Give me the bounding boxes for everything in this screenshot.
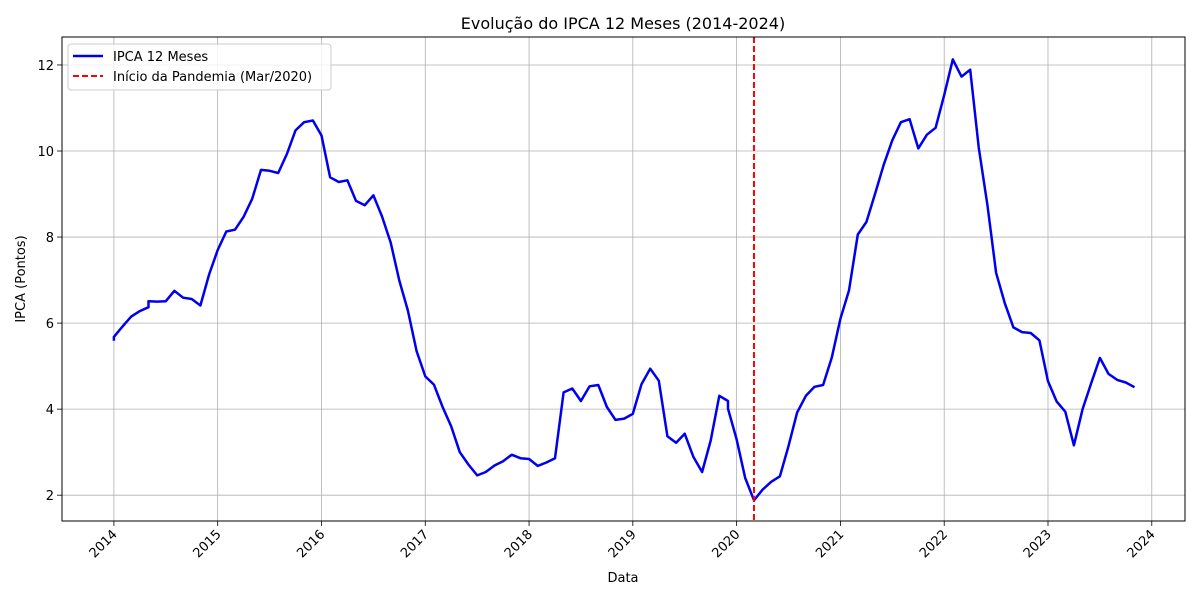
legend-box <box>67 43 332 91</box>
y-tick-layer: 2 4 6 8 10 12 <box>37 59 62 504</box>
legend-label-ipca: IPCA 12 Meses <box>113 50 208 65</box>
x-tick-label: 2019 <box>606 527 640 561</box>
x-tick-label: 2018 <box>502 527 536 561</box>
chart-title: Evolução do IPCA 12 Meses (2014-2024) <box>461 14 785 33</box>
x-axis-label: Data <box>607 571 638 586</box>
x-tick-label: 2015 <box>191 527 225 561</box>
legend-label-pandemia: Início da Pandemia (Mar/2020) <box>113 70 312 85</box>
series-layer <box>112 37 1136 521</box>
x-tick-label: 2022 <box>917 527 951 561</box>
ipca-series-line <box>112 58 1136 502</box>
y-tick-label: 10 <box>37 145 54 160</box>
legend: IPCA 12 Meses Início da Pandemia (Mar/20… <box>67 43 332 91</box>
x-tick-layer: 2014 2015 2016 2017 2018 2019 2020 2021 2022 2023… <box>87 521 1159 561</box>
x-tick-label: 2017 <box>398 527 432 561</box>
y-tick-label: 2 <box>46 489 54 504</box>
y-tick-label: 12 <box>37 59 54 74</box>
y-tick-label: 4 <box>46 403 54 418</box>
y-tick-label: 6 <box>46 317 54 332</box>
x-tick-label: 2016 <box>294 527 328 561</box>
x-tick-label: 2024 <box>1125 527 1159 561</box>
x-tick-label: 2023 <box>1021 527 1055 561</box>
grid-layer <box>62 37 1185 521</box>
plot-frame <box>61 36 1186 522</box>
x-tick-label: 2014 <box>87 527 121 561</box>
x-tick-label: 2020 <box>709 527 743 561</box>
y-tick-label: 8 <box>46 231 54 246</box>
y-axis-label: IPCA (Pontos) <box>14 235 29 322</box>
x-tick-label: 2021 <box>813 527 847 561</box>
